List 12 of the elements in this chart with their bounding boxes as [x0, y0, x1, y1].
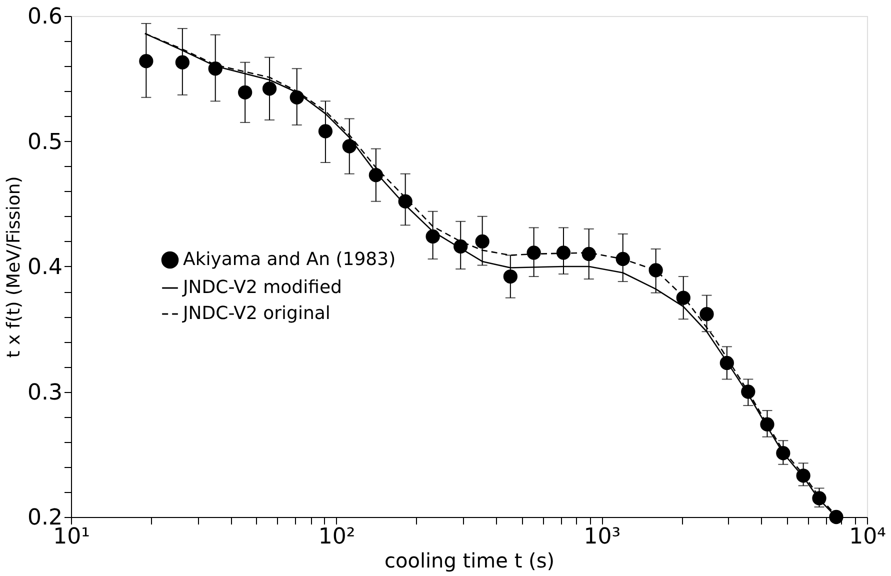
- legend-label: JNDC-V2 original: [182, 303, 330, 324]
- y-axis-title: t x f(t) (MeV/Fission): [4, 176, 25, 358]
- y-tick-label: 0.3: [28, 380, 62, 406]
- y-tick-label: 0.5: [28, 130, 62, 155]
- x-axis-title: cooling time t (s): [384, 548, 555, 572]
- legend-label: JNDC-V2 modified: [182, 277, 342, 298]
- y-tick-label: 0.6: [28, 4, 62, 30]
- x-tick-label: 10²: [318, 524, 356, 550]
- y-tick-label: 0.4: [28, 255, 62, 280]
- x-tick-label: 10³: [584, 524, 621, 550]
- x-tick-label: 10⁴: [849, 524, 886, 550]
- legend-label: Akiyama and An (1983): [183, 249, 396, 270]
